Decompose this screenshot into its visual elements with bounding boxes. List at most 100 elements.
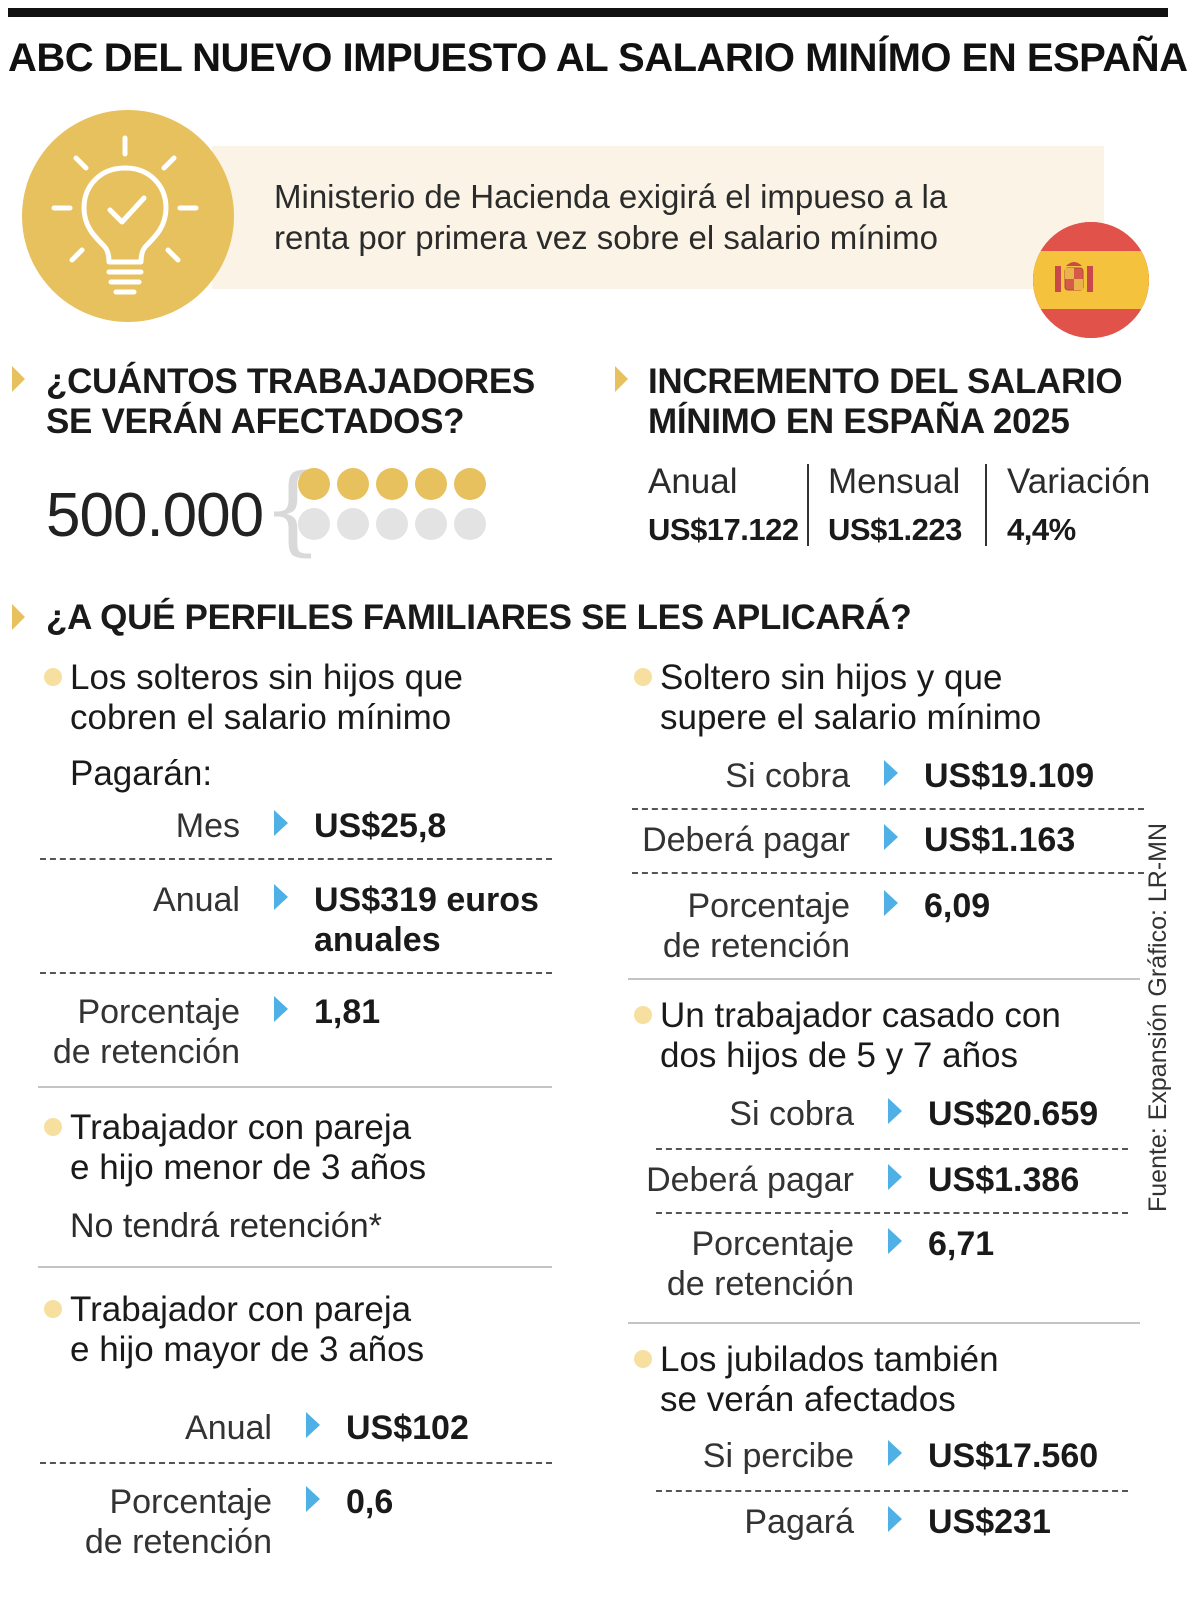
bullet-icon — [44, 1118, 62, 1136]
section-divider — [628, 978, 1140, 980]
pagaran-label: Pagarán: — [70, 754, 213, 793]
profile-title-line: Los solteros sin hijos que — [70, 658, 463, 697]
affected-number: 500.000 — [46, 481, 264, 550]
person-dot-empty — [415, 508, 447, 540]
bullet-icon — [634, 668, 652, 686]
stat-divider — [985, 464, 987, 546]
arrow-icon — [888, 1440, 902, 1466]
person-dot-empty — [454, 508, 486, 540]
bullet-icon — [44, 1300, 62, 1318]
dashed-divider — [40, 972, 552, 974]
row-label-line: de retención — [662, 927, 850, 965]
row-label-debera-pagar: Deberá pagar — [642, 821, 850, 859]
top-rule — [8, 8, 1168, 17]
row-label-mes: Mes — [175, 807, 240, 845]
row-value-pagara: US$231 — [928, 1503, 1051, 1541]
profile-title-solteros: Los solteros sin hijos que cobren el sal… — [70, 658, 463, 738]
arrow-icon — [306, 1412, 320, 1438]
dashed-divider — [632, 808, 1144, 810]
section-marker-icon — [12, 604, 25, 630]
stat-divider — [807, 464, 809, 546]
arrow-icon — [888, 1506, 902, 1532]
row-value-anual: US$102 — [346, 1409, 469, 1447]
person-dot-filled — [376, 468, 408, 500]
profile-title-line: e hijo menor de 3 años — [70, 1148, 427, 1187]
row-value-anual: US$319 euros anuales — [314, 880, 539, 960]
bullet-icon — [44, 668, 62, 686]
row-value-retencion: 1,81 — [314, 993, 381, 1031]
affected-heading-line: ¿CUÁNTOS TRABAJADORES — [46, 362, 535, 401]
arrow-icon — [274, 884, 288, 910]
row-value-line: US$319 euros — [314, 881, 539, 919]
profile-title-line: cobren el salario mínimo — [70, 698, 452, 737]
row-label-line: de retención — [52, 1033, 240, 1071]
row-label-debera-pagar: Deberá pagar — [646, 1161, 854, 1199]
people-dots — [298, 468, 498, 548]
row-value-si-cobra: US$20.659 — [928, 1095, 1099, 1133]
dashed-divider — [656, 1148, 1128, 1150]
profile-title-line: Trabajador con pareja — [70, 1108, 412, 1147]
profile-title-line: Soltero sin hijos y que — [660, 658, 1003, 697]
profile-title-soltero-supera: Soltero sin hijos y que supere el salari… — [660, 658, 1041, 738]
person-dot-empty — [376, 508, 408, 540]
stat-value-mensual: US$1.223 — [828, 512, 962, 547]
person-dot-empty — [337, 508, 369, 540]
no-retention-note: No tendrá retención* — [70, 1207, 382, 1245]
page-title: ABC DEL NUEVO IMPUESTO AL SALARIO MINÍMO… — [8, 36, 1188, 80]
spain-flag-icon — [1033, 222, 1149, 338]
stat-value-anual: US$17.122 — [648, 512, 799, 547]
person-dot-filled — [298, 468, 330, 500]
section-divider — [38, 1266, 552, 1268]
stat-value-variacion: 4,4% — [1007, 512, 1076, 547]
dashed-divider — [632, 872, 1144, 874]
dashed-divider — [656, 1212, 1128, 1214]
arrow-icon — [888, 1164, 902, 1190]
intro-text-line: renta por primera vez sobre el salario m… — [274, 219, 938, 256]
arrow-icon — [888, 1228, 902, 1254]
profile-title-line: Trabajador con pareja — [70, 1290, 412, 1329]
arrow-icon — [274, 810, 288, 836]
arrow-icon — [884, 890, 898, 916]
arrow-icon — [306, 1486, 320, 1512]
person-dot-empty — [298, 508, 330, 540]
row-label-line: Porcentaje — [109, 1483, 272, 1521]
bullet-icon — [634, 1350, 652, 1368]
profile-title-line: Un trabajador casado con — [660, 996, 1061, 1035]
profiles-heading: ¿A QUÉ PERFILES FAMILIARES SE LES APLICA… — [46, 598, 912, 637]
row-value-si-cobra: US$19.109 — [924, 757, 1095, 795]
section-marker-icon — [615, 366, 628, 392]
stat-label-anual: Anual — [648, 462, 738, 501]
profile-title-line: Los jubilados también — [660, 1340, 999, 1379]
row-value-retencion: 0,6 — [346, 1483, 394, 1521]
dashed-divider — [40, 1462, 552, 1464]
section-divider — [38, 1086, 552, 1088]
source-credit: Fuente: Expansión Gráfico: LR-MN — [1144, 822, 1172, 1212]
increment-heading-line: INCREMENTO DEL SALARIO — [648, 362, 1123, 401]
profile-title-jubilados: Los jubilados también se verán afectados — [660, 1340, 999, 1420]
section-divider — [628, 1322, 1140, 1324]
row-label-line: Porcentaje — [687, 887, 850, 925]
arrow-icon — [888, 1098, 902, 1124]
row-label-si-cobra: Si cobra — [729, 1095, 854, 1133]
stat-label-variacion: Variación — [1007, 462, 1151, 501]
arrow-icon — [884, 824, 898, 850]
stat-label-mensual: Mensual — [828, 462, 961, 501]
row-label-si-cobra: Si cobra — [725, 757, 850, 795]
profile-title-casado: Un trabajador casado con dos hijos de 5 … — [660, 996, 1061, 1076]
profile-title-line: supere el salario mínimo — [660, 698, 1042, 737]
intro-band — [212, 146, 1104, 289]
profile-title-line: e hijo mayor de 3 años — [70, 1330, 425, 1369]
dashed-divider — [656, 1490, 1128, 1492]
person-dot-filled — [454, 468, 486, 500]
intro-text: Ministerio de Hacienda exigirá el impues… — [274, 176, 1054, 258]
profile-title-pareja-menor: Trabajador con pareja e hijo menor de 3 … — [70, 1108, 426, 1188]
lightbulb-check-icon — [22, 110, 234, 322]
profile-title-pareja-mayor: Trabajador con pareja e hijo mayor de 3 … — [70, 1290, 424, 1370]
row-value-debera-pagar: US$1.386 — [928, 1161, 1080, 1199]
row-label-retencion: Porcentaje de retención — [630, 886, 850, 966]
increment-heading: INCREMENTO DEL SALARIO MÍNIMO EN ESPAÑA … — [648, 362, 1123, 442]
arrow-icon — [884, 760, 898, 786]
row-label-anual: Anual — [153, 881, 240, 919]
dashed-divider — [40, 858, 552, 860]
row-label-anual: Anual — [185, 1409, 272, 1447]
